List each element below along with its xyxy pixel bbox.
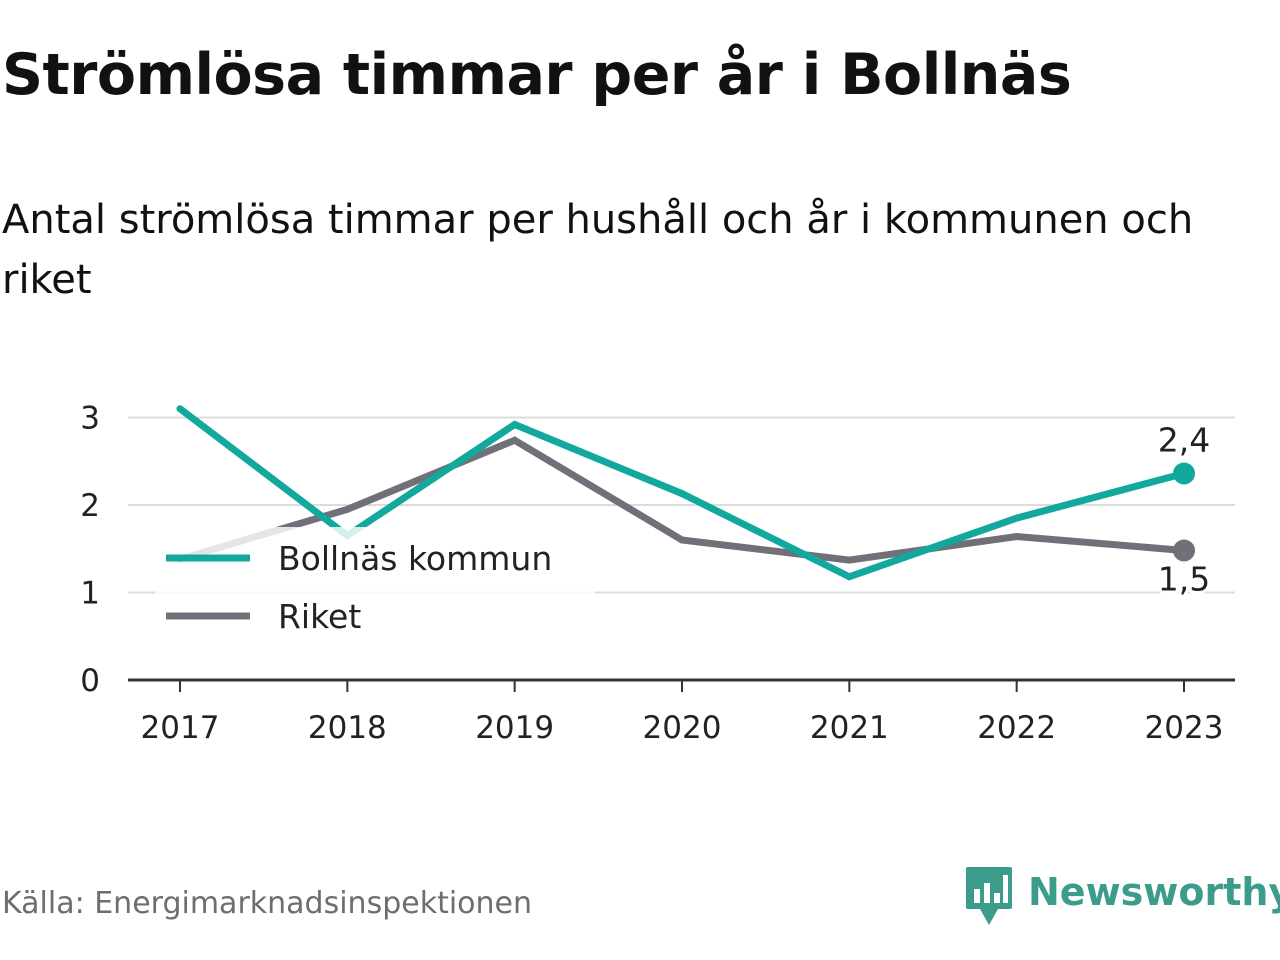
legend-label: Riket bbox=[278, 597, 361, 636]
data-point bbox=[511, 436, 519, 444]
y-tick-label: 2 bbox=[80, 488, 100, 524]
x-tick-label: 2020 bbox=[643, 710, 722, 746]
legend: Bollnäs kommun Riket bbox=[155, 527, 595, 645]
x-tick-label: 2019 bbox=[475, 710, 554, 746]
data-point bbox=[1013, 514, 1021, 522]
chart-title: Strömlösa timmar per år i Bollnäs bbox=[2, 42, 1072, 108]
source-note: Källa: Energimarknadsinspektionen bbox=[2, 886, 533, 921]
data-point bbox=[678, 536, 686, 544]
data-point bbox=[343, 505, 351, 513]
y-tick-label: 1 bbox=[80, 576, 100, 612]
data-point bbox=[678, 490, 686, 498]
data-point bbox=[845, 556, 853, 564]
end-value-label: 1,5 bbox=[1158, 560, 1210, 599]
y-tick-label: 3 bbox=[80, 401, 100, 437]
data-point bbox=[176, 405, 184, 413]
data-point bbox=[845, 573, 853, 581]
end-point-marker bbox=[1173, 539, 1195, 562]
x-tick-label: 2023 bbox=[1145, 710, 1224, 746]
x-axis: 2017 2018 2019 2020 2021 2022 2023 bbox=[128, 678, 1235, 746]
x-tick-label: 2021 bbox=[810, 710, 889, 746]
data-point bbox=[1013, 533, 1021, 540]
brand-logo[interactable]: Newsworthy bbox=[964, 864, 1280, 928]
end-value-label: 2,4 bbox=[1158, 421, 1210, 460]
data-point bbox=[511, 421, 519, 428]
legend-background bbox=[155, 527, 595, 645]
x-tick-label: 2022 bbox=[977, 710, 1056, 746]
newsworthy-logo-icon bbox=[966, 867, 1012, 925]
y-tick-label: 0 bbox=[80, 663, 100, 699]
chart-subtitle: Antal strömlösa timmar per hushåll och å… bbox=[2, 197, 1194, 303]
x-tick-label: 2017 bbox=[141, 710, 220, 746]
brand-name: Newsworthy bbox=[1028, 870, 1280, 914]
legend-label: Bollnäs kommun bbox=[278, 539, 552, 578]
line-chart: 0 1 2 3 2017 2018 2019 2020 2021 2022 2023 1,5 2,4… bbox=[80, 401, 1235, 746]
end-point-marker bbox=[1173, 462, 1195, 485]
x-tick-label: 2018 bbox=[308, 710, 387, 746]
y-axis-ticks: 0 1 2 3 bbox=[80, 401, 100, 700]
